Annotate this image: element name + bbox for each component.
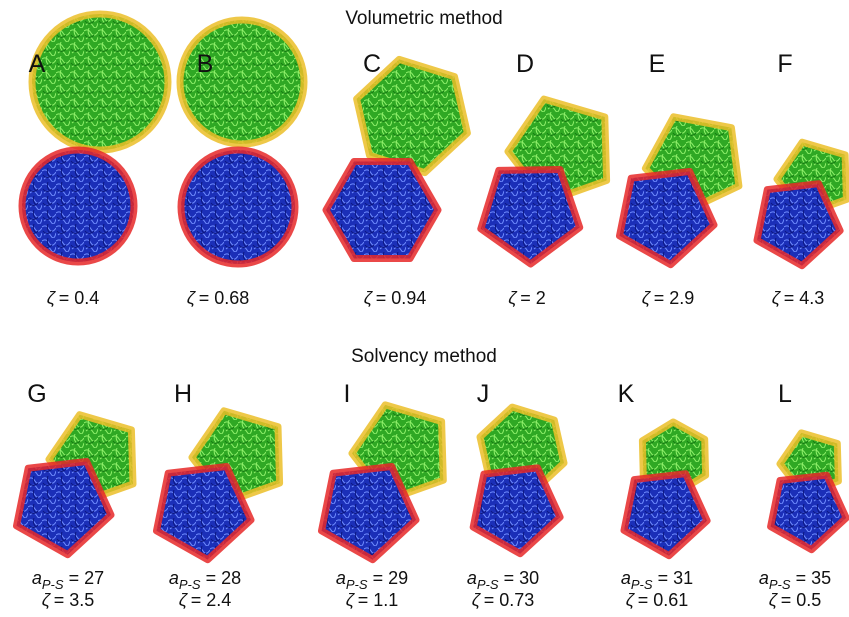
blue-domain <box>181 150 295 264</box>
blue-domain <box>326 162 438 259</box>
panel-letter: I <box>344 380 351 408</box>
blue-domain <box>473 468 560 554</box>
panel <box>771 433 847 550</box>
panel <box>620 117 739 265</box>
a-value: = 28 <box>201 568 242 588</box>
green-domain <box>32 14 168 150</box>
zeta-label: ζ = 4.3 <box>772 288 825 308</box>
a-value: = 27 <box>64 568 105 588</box>
panel-letter: D <box>516 50 534 78</box>
a-label: aP-S = 28 <box>169 568 241 592</box>
zeta-value: = 2 <box>520 288 546 308</box>
a-label: aP-S = 29 <box>336 568 408 592</box>
zeta-label: ζ = 2.9 <box>642 288 695 308</box>
blue-domain <box>624 474 707 556</box>
panel <box>322 405 444 560</box>
zeta-label: ζ = 0.94 <box>364 288 427 308</box>
blue-domain <box>322 467 417 560</box>
panel <box>757 142 846 266</box>
panel-letter: K <box>618 380 635 408</box>
zeta-label: ζ = 0.5 <box>769 590 822 610</box>
blue-domain <box>620 172 715 265</box>
zeta-value: = 0.5 <box>781 590 822 610</box>
section-title: Volumetric method <box>345 8 502 29</box>
a-value: = 30 <box>499 568 540 588</box>
zeta-value: = 4.3 <box>784 288 825 308</box>
a-symbol: a <box>621 568 631 588</box>
blue-domain <box>22 150 134 262</box>
a-value: = 35 <box>791 568 832 588</box>
panel-letter: A <box>29 50 46 78</box>
zeta-value: = 3.5 <box>54 590 95 610</box>
zeta-label: ζ = 0.61 <box>626 590 689 610</box>
panel <box>473 407 564 554</box>
zeta-label: ζ = 0.68 <box>187 288 250 308</box>
panel <box>326 59 467 258</box>
a-label: aP-S = 27 <box>32 568 104 592</box>
section-title: Solvency method <box>351 346 497 367</box>
panel-letter: E <box>649 50 666 78</box>
a-symbol: a <box>759 568 769 588</box>
panel-letter: B <box>197 50 214 78</box>
zeta-value: = 2.9 <box>654 288 695 308</box>
blue-domain <box>157 467 252 560</box>
panel-letter: F <box>777 50 792 78</box>
panel <box>157 411 280 560</box>
panel-letter: G <box>27 380 46 408</box>
panel <box>481 99 607 264</box>
panel-letter: L <box>778 380 792 408</box>
blue-domain <box>481 170 580 265</box>
a-symbol: a <box>467 568 477 588</box>
a-symbol: a <box>32 568 42 588</box>
a-symbol: a <box>169 568 179 588</box>
zeta-value: = 0.68 <box>199 288 250 308</box>
panel-letter: J <box>477 380 490 408</box>
blue-domain <box>17 462 112 555</box>
figure: Volumetric method Aζ = 0.4 Bζ = 0.68 Cζ = 0… <box>0 0 849 612</box>
zeta-value: = 0.94 <box>376 288 427 308</box>
zeta-label: ζ = 1.1 <box>346 590 399 610</box>
a-label: aP-S = 35 <box>759 568 831 592</box>
zeta-label: ζ = 2.4 <box>179 590 232 610</box>
a-value: = 29 <box>368 568 409 588</box>
zeta-value: = 2.4 <box>191 590 232 610</box>
blue-domain <box>771 475 847 550</box>
zeta-value: = 1.1 <box>358 590 399 610</box>
green-domain <box>180 20 304 144</box>
zeta-label: ζ = 0.4 <box>47 288 100 308</box>
zeta-label: ζ = 2 <box>508 288 545 308</box>
blue-domain <box>757 184 840 266</box>
panel-letter: H <box>174 380 192 408</box>
zeta-value: = 0.61 <box>638 590 689 610</box>
zeta-value: = 0.4 <box>59 288 100 308</box>
zeta-label: ζ = 3.5 <box>42 590 95 610</box>
a-label: aP-S = 30 <box>467 568 539 592</box>
zeta-value: = 0.73 <box>484 590 535 610</box>
panel <box>17 415 134 555</box>
page: {"sections":[ {"title":"Volumetric metho… <box>0 0 849 612</box>
a-symbol: a <box>336 568 346 588</box>
a-value: = 31 <box>653 568 694 588</box>
panel <box>624 422 707 556</box>
a-label: aP-S = 31 <box>621 568 693 592</box>
zeta-label: ζ = 0.73 <box>472 590 535 610</box>
panel-letter: C <box>363 50 381 78</box>
